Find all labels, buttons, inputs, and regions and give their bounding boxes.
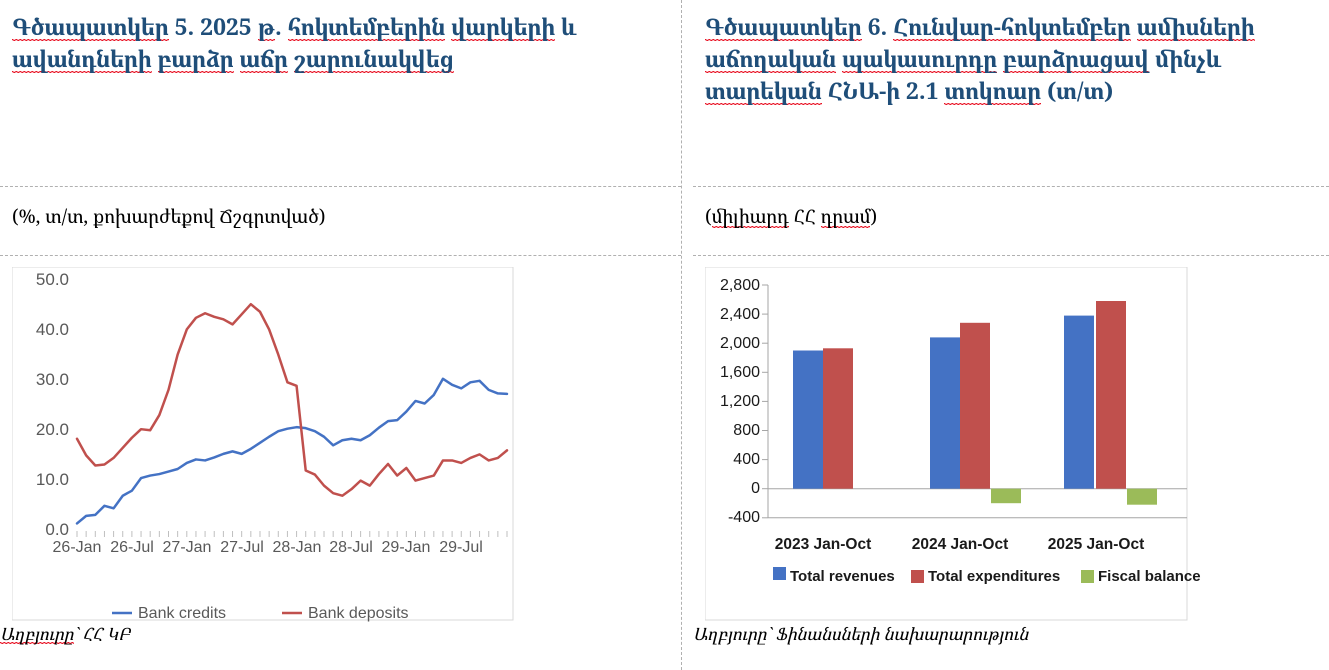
svg-text:27-Jul: 27-Jul bbox=[220, 539, 264, 556]
svg-text:2023 Jan-Oct: 2023 Jan-Oct bbox=[775, 536, 872, 553]
svg-text:2025 Jan-Oct: 2025 Jan-Oct bbox=[1048, 536, 1145, 553]
svg-text:28-Jan: 28-Jan bbox=[273, 539, 322, 556]
svg-text:10.0: 10.0 bbox=[36, 470, 69, 489]
svg-text:1,600: 1,600 bbox=[720, 364, 760, 381]
svg-text:29-Jul: 29-Jul bbox=[439, 539, 483, 556]
svg-text:2,000: 2,000 bbox=[720, 335, 760, 352]
svg-text:800: 800 bbox=[733, 422, 760, 439]
svg-text:1,200: 1,200 bbox=[720, 393, 760, 410]
svg-text:2,400: 2,400 bbox=[720, 306, 760, 323]
svg-text:50.0: 50.0 bbox=[36, 270, 69, 289]
svg-text:400: 400 bbox=[733, 451, 760, 468]
svg-text:29-Jan: 29-Jan bbox=[382, 539, 431, 556]
svg-text:26-Jan: 26-Jan bbox=[53, 539, 102, 556]
svg-text:0: 0 bbox=[751, 480, 760, 497]
svg-text:20.0: 20.0 bbox=[36, 420, 69, 439]
svg-text:2,800: 2,800 bbox=[720, 277, 760, 294]
svg-text:Total expenditures: Total expenditures bbox=[928, 568, 1060, 585]
svg-text:Fiscal balance: Fiscal balance bbox=[1098, 568, 1201, 585]
svg-text:Total revenues: Total revenues bbox=[790, 568, 895, 585]
svg-text:30.0: 30.0 bbox=[36, 370, 69, 389]
svg-text:Bank deposits: Bank deposits bbox=[308, 605, 409, 622]
svg-text:40.0: 40.0 bbox=[36, 320, 69, 339]
svg-text:26-Jul: 26-Jul bbox=[110, 539, 154, 556]
svg-text:Bank credits: Bank credits bbox=[138, 605, 226, 622]
svg-text:-400: -400 bbox=[728, 509, 760, 526]
svg-text:28-Jul: 28-Jul bbox=[329, 539, 373, 556]
svg-text:27-Jan: 27-Jan bbox=[163, 539, 212, 556]
svg-text:2024 Jan-Oct: 2024 Jan-Oct bbox=[912, 536, 1009, 553]
svg-text:0.0: 0.0 bbox=[45, 520, 69, 539]
